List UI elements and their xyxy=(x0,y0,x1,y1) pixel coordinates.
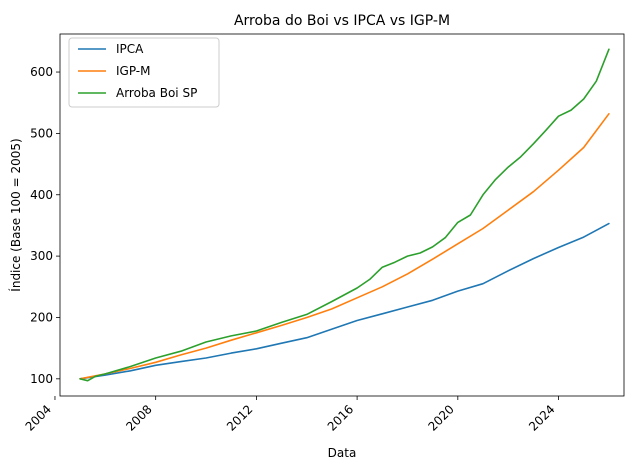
series-line-arroba-boi-sp xyxy=(79,48,610,382)
legend: IPCA IGP-M Arroba Boi SP xyxy=(68,37,220,108)
y-tick-label: 600 xyxy=(30,65,53,79)
x-axis: 2004 2008 2012 2016 2020 2024 xyxy=(23,396,559,434)
x-tick-label: 2020 xyxy=(425,402,456,433)
y-tick-label: 500 xyxy=(30,126,53,140)
x-tick-label: 2008 xyxy=(123,402,154,433)
x-tick-label: 2012 xyxy=(224,402,255,433)
y-tick-label: 100 xyxy=(30,372,53,386)
series-line-ipca xyxy=(79,222,610,380)
legend-label: IGP-M xyxy=(116,64,151,78)
x-tick-label: 2024 xyxy=(526,402,557,433)
x-axis-title: Data xyxy=(328,446,357,460)
legend-label: Arroba Boi SP xyxy=(116,86,197,100)
y-axis-title: Índice (Base 100 = 2005) xyxy=(8,138,23,291)
chart-title: Arroba do Boi vs IPCA vs IGP-M xyxy=(234,13,450,29)
y-tick-label: 200 xyxy=(30,310,53,324)
y-axis: 100 200 300 400 500 600 xyxy=(30,65,60,386)
series-layer xyxy=(79,48,610,382)
legend-label: IPCA xyxy=(116,42,144,56)
legend-box xyxy=(68,37,220,108)
x-tick-label: 2004 xyxy=(23,402,54,433)
x-tick-label: 2016 xyxy=(325,402,356,433)
y-tick-label: 400 xyxy=(30,188,53,202)
y-tick-label: 300 xyxy=(30,249,53,263)
series-line-igp-m xyxy=(79,113,610,380)
plot-frame xyxy=(59,33,625,397)
